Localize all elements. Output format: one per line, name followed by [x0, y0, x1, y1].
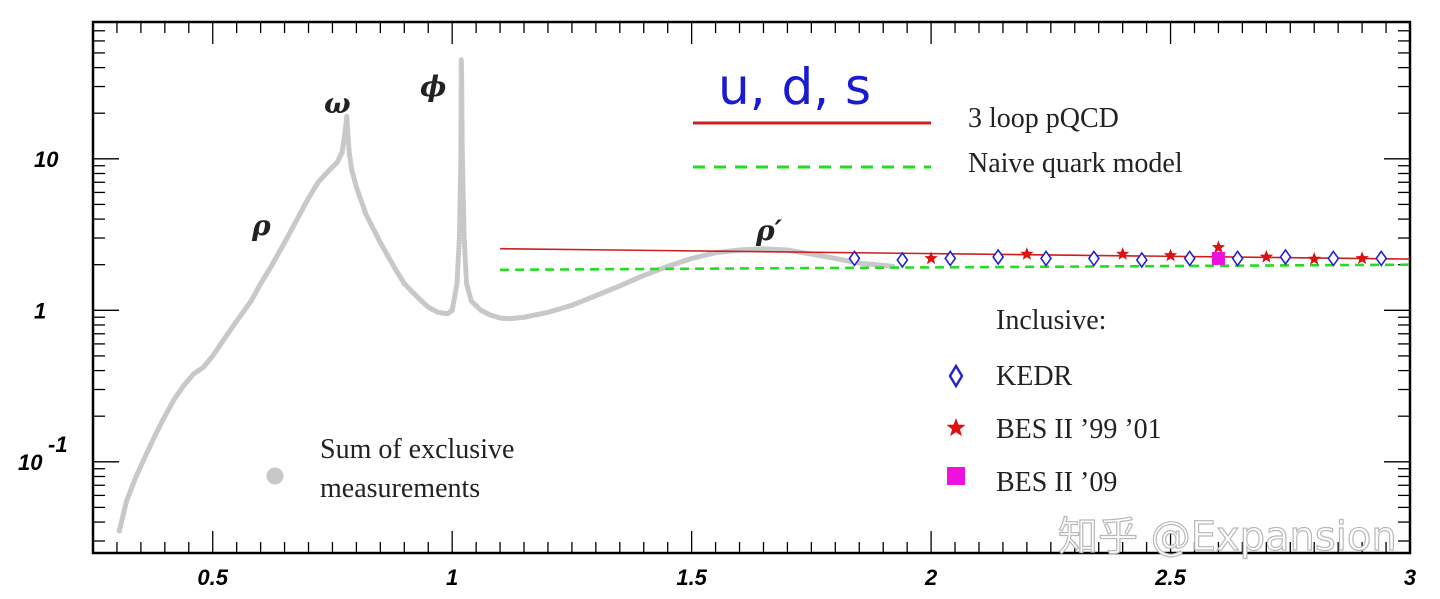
legend-naive-label: Naive quark model [968, 148, 1183, 179]
legend-bes09-marker [947, 467, 965, 485]
bes99-point [1116, 247, 1130, 260]
legend-bes99-label: BES II ’99 ’01 [996, 414, 1162, 445]
bes99-point [1163, 248, 1178, 262]
plot-frame [91, 20, 1412, 555]
kedr-point [1135, 251, 1148, 269]
legend-bes09-label: BES II ’09 [996, 467, 1117, 498]
bes99-point [1211, 240, 1226, 254]
kedr-point [1040, 250, 1053, 267]
bes99-point [1307, 252, 1321, 265]
pqcd-line [500, 247, 1411, 260]
legend-exclusive-marker [266, 467, 284, 485]
legend-kedr-label: KEDR [996, 361, 1073, 392]
watermark: 知乎 @Expansion [1058, 514, 1397, 560]
legend-bes99-marker [946, 418, 966, 437]
kedr-point [1279, 248, 1292, 266]
flavor-label: u, d, s [718, 58, 871, 116]
y-tick-label-exponent: -1 [48, 432, 68, 457]
kedr-point [1087, 250, 1100, 267]
phi-label: ϕ [420, 70, 446, 103]
x-tick-label: 1.5 [676, 565, 707, 590]
x-tick-label: 2 [924, 565, 938, 590]
plot-area [116, 57, 1411, 534]
kedr-point [1231, 250, 1244, 267]
rho-prime-label: ρ′ [755, 214, 783, 247]
x-tick-label: 3 [1404, 565, 1416, 590]
legend-exclusive-label-line1: Sum of exclusive [320, 434, 514, 465]
naive-model-line [500, 263, 1411, 272]
bes99-point [1355, 251, 1369, 265]
bes99-point [1020, 247, 1034, 260]
kedr-point [1183, 250, 1196, 267]
bes99-point [1259, 249, 1273, 263]
x-tick-label: 0.5 [197, 565, 228, 590]
kedr-point [992, 248, 1005, 266]
y-tick-label: 10 [18, 450, 43, 475]
legend-kedr-marker [948, 363, 964, 389]
legend-inclusive-header: Inclusive: [996, 305, 1106, 336]
y-tick-label: 1 [34, 298, 46, 323]
legend-exclusive-label-line2: measurements [320, 473, 480, 504]
x-tick-label: 1 [446, 565, 458, 590]
kedr-point [944, 250, 957, 267]
kedr-point [1375, 250, 1388, 267]
omega-label: ω [324, 87, 351, 120]
legend-pqcd-label: 3 loop pQCD [968, 103, 1119, 134]
kedr-point [848, 250, 861, 267]
kedr-point [896, 251, 909, 269]
y-tick-label: 10 [34, 147, 59, 172]
bes99-point [924, 251, 938, 265]
bes09-point [1211, 251, 1225, 265]
kedr-point [1327, 250, 1340, 267]
rho-label: ρ [251, 209, 271, 242]
x-tick-label: 2.5 [1154, 565, 1186, 590]
